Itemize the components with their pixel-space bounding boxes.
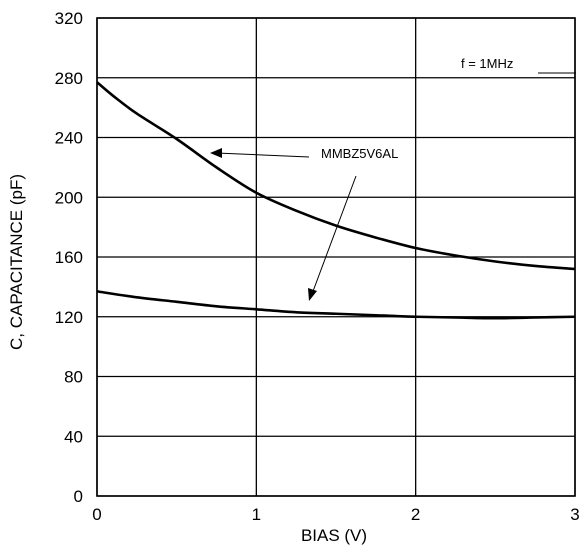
x-tick-label-2: 2 xyxy=(411,505,420,524)
grid xyxy=(96,17,576,497)
x-axis-label: BIAS (V) xyxy=(301,526,367,545)
x-tick-label-0: 0 xyxy=(92,505,101,524)
y-tick-label-240: 240 xyxy=(55,129,83,148)
plot-frame xyxy=(96,17,576,497)
y-tick-label-120: 120 xyxy=(55,308,83,327)
y-tick-label-320: 320 xyxy=(55,9,83,28)
x-tick-labels: 0 1 2 3 xyxy=(92,505,579,524)
y-tick-label-40: 40 xyxy=(64,427,83,446)
y-tick-label-80: 80 xyxy=(64,368,83,387)
device-arrow-lower xyxy=(308,175,357,301)
device-arrow-upper xyxy=(210,148,310,158)
series-lines xyxy=(96,81,576,320)
y-tick-label-200: 200 xyxy=(55,188,83,207)
series-line-1 xyxy=(96,290,576,320)
y-axis-label: C, CAPACITANCE (pF) xyxy=(7,174,26,350)
series-line-0 xyxy=(96,81,576,271)
x-tick-label-3: 3 xyxy=(570,505,579,524)
y-tick-labels: 0 40 80 120 160 200 240 280 320 xyxy=(55,9,83,506)
y-tick-label-0: 0 xyxy=(74,487,83,506)
device-annotation: MMBZ5V6AL xyxy=(321,146,398,161)
y-tick-label-280: 280 xyxy=(55,69,83,88)
frequency-annotation: f = 1MHz xyxy=(461,56,513,71)
y-tick-label-160: 160 xyxy=(55,248,83,267)
x-tick-label-1: 1 xyxy=(252,505,261,524)
